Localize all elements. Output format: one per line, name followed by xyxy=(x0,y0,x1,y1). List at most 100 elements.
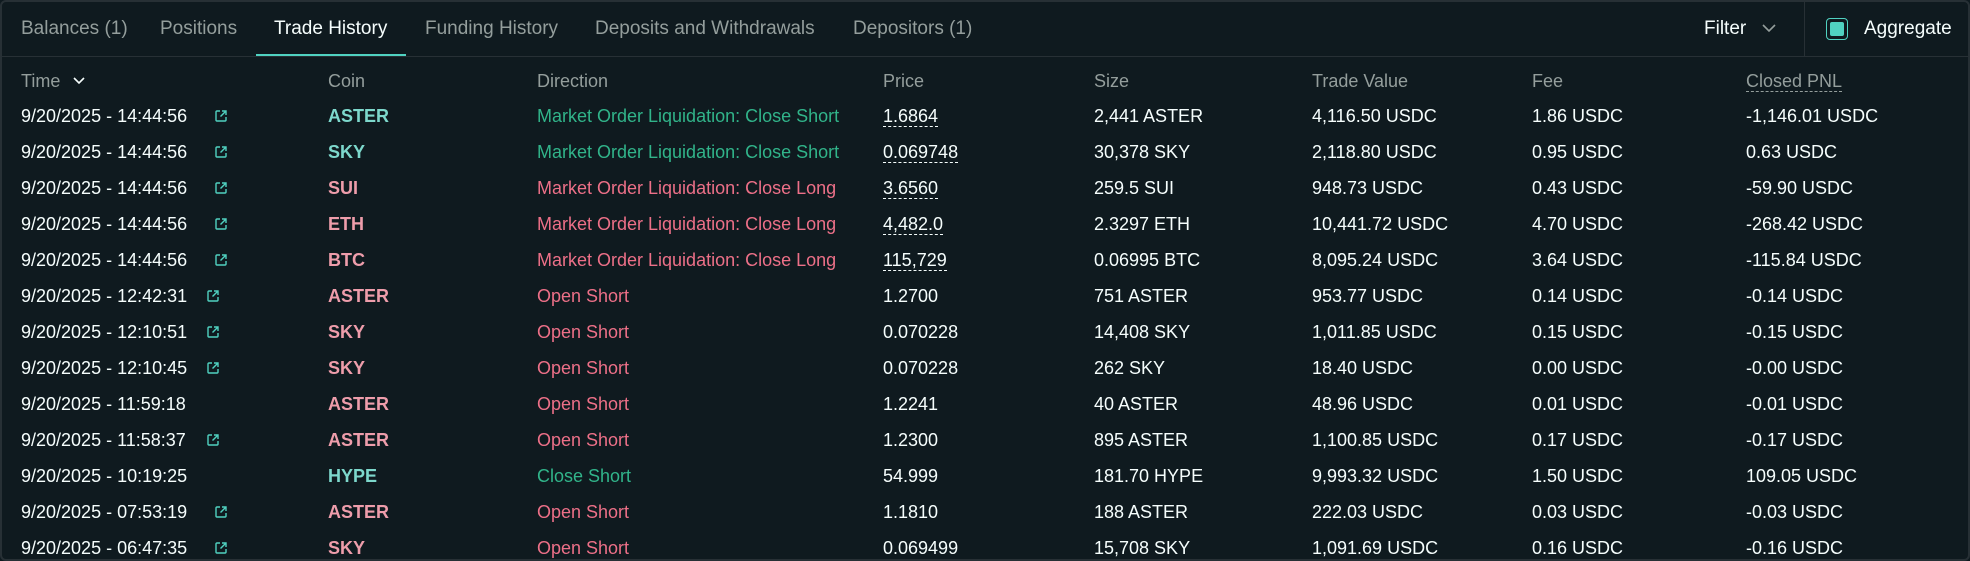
aggregate-label: Aggregate xyxy=(1864,18,1952,39)
filter-dropdown[interactable]: Filter xyxy=(1704,18,1747,39)
size-cell: 751 ASTER xyxy=(1094,286,1189,306)
table-row[interactable]: 9/20/2025 - 12:42:31 ASTER Open Short 1.270… xyxy=(2,278,1968,314)
fee-cell: 1.86 USDC xyxy=(1532,106,1624,126)
coin-cell[interactable]: SKY xyxy=(328,142,366,162)
tab-funding-history[interactable]: Funding History xyxy=(425,18,559,39)
external-link-icon[interactable] xyxy=(205,288,221,304)
direction-cell: Open Short xyxy=(537,430,630,450)
price-cell[interactable]: 3.6560 xyxy=(883,170,939,206)
sort-chevron-icon[interactable] xyxy=(72,76,86,86)
closed-pnl-cell: 109.05 USDC xyxy=(1746,466,1858,486)
price-value: 115,729 xyxy=(883,250,947,271)
tab-depositors[interactable]: Depositors (1) xyxy=(853,18,973,39)
external-link-icon[interactable] xyxy=(205,360,221,376)
fee-cell: 0.95 USDC xyxy=(1532,142,1624,162)
time-cell: 9/20/2025 - 06:47:35 xyxy=(21,538,188,558)
table-row[interactable]: 9/20/2025 - 10:19:25 HYPE Close Short 54.99… xyxy=(2,458,1968,494)
table-row[interactable]: 9/20/2025 - 11:58:37 ASTER Open Short 1.230… xyxy=(2,422,1968,458)
price-value: 1.2241 xyxy=(883,394,939,414)
table-row[interactable]: 9/20/2025 - 07:53:19 ASTER Open Short 1.181… xyxy=(2,494,1968,530)
column-header-price: Price xyxy=(883,71,925,91)
table-row[interactable]: 9/20/2025 - 12:10:45 SKY Open Short 0.07022… xyxy=(2,350,1968,386)
external-link-icon[interactable] xyxy=(213,108,229,124)
closed-pnl-cell: -0.00 USDC xyxy=(1746,358,1844,378)
external-link-icon[interactable] xyxy=(213,180,229,196)
external-link-icon[interactable] xyxy=(213,252,229,268)
closed-pnl-cell: -1,146.01 USDC xyxy=(1746,106,1879,126)
trade-value-cell: 222.03 USDC xyxy=(1312,502,1424,522)
active-tab-indicator xyxy=(256,54,406,56)
price-cell: 1.2700 xyxy=(883,278,938,314)
coin-cell[interactable]: SKY xyxy=(328,358,366,378)
coin-cell[interactable]: ASTER xyxy=(328,394,390,414)
coin-cell[interactable]: ASTER xyxy=(328,106,390,126)
closed-pnl-cell: -0.01 USDC xyxy=(1746,394,1844,414)
price-cell[interactable]: 115,729 xyxy=(883,242,947,278)
tab-positions[interactable]: Positions xyxy=(160,18,238,39)
closed-pnl-cell: -115.84 USDC xyxy=(1746,250,1862,270)
trade-value-cell: 18.40 USDC xyxy=(1312,358,1414,378)
fee-cell: 0.17 USDC xyxy=(1532,430,1624,450)
direction-cell: Close Short xyxy=(537,466,632,486)
column-header-fee: Fee xyxy=(1532,71,1564,91)
fee-cell: 0.01 USDC xyxy=(1532,394,1624,414)
trade-value-cell: 1,091.69 USDC xyxy=(1312,538,1439,558)
price-cell: 0.070228 xyxy=(883,314,958,350)
closed-pnl-cell: -59.90 USDC xyxy=(1746,178,1854,198)
tab-deposits-withdrawals[interactable]: Deposits and Withdrawals xyxy=(595,18,815,39)
coin-cell[interactable]: HYPE xyxy=(328,466,378,486)
tab-trade-history[interactable]: Trade History xyxy=(274,18,388,39)
direction-cell: Open Short xyxy=(537,502,630,522)
external-link-icon[interactable] xyxy=(213,216,229,232)
price-cell[interactable]: 0.069748 xyxy=(883,134,959,170)
checkbox-checked-indicator xyxy=(1830,22,1844,36)
coin-cell[interactable]: BTC xyxy=(328,250,365,270)
size-cell: 40 ASTER xyxy=(1094,394,1179,414)
closed-pnl-cell: -0.03 USDC xyxy=(1746,502,1844,522)
price-value: 1.2700 xyxy=(883,286,939,306)
size-cell: 15,708 SKY xyxy=(1094,538,1191,558)
aggregate-checkbox[interactable] xyxy=(1826,18,1848,40)
external-link-icon[interactable] xyxy=(205,432,221,448)
coin-cell[interactable]: ASTER xyxy=(328,430,390,450)
coin-cell[interactable]: ASTER xyxy=(328,286,390,306)
table-row[interactable]: 9/20/2025 - 14:44:56 SUI Market Order Liqu… xyxy=(2,170,1968,206)
trade-value-cell: 1,011.85 USDC xyxy=(1312,322,1437,342)
table-row[interactable]: 9/20/2025 - 14:44:56 BTC Market Order Liqu… xyxy=(2,242,1968,278)
direction-cell: Open Short xyxy=(537,538,630,558)
table-row[interactable]: 9/20/2025 - 11:59:18 ASTER Open Short 1.224… xyxy=(2,386,1968,422)
coin-cell[interactable]: SKY xyxy=(328,322,366,342)
size-cell: 0.06995 BTC xyxy=(1094,250,1201,270)
external-link-icon[interactable] xyxy=(213,540,229,556)
price-cell: 1.2300 xyxy=(883,422,938,458)
external-link-icon[interactable] xyxy=(213,504,229,520)
price-cell[interactable]: 1.6864 xyxy=(883,98,939,134)
table-row[interactable]: 9/20/2025 - 06:47:35 SKY Open Short 0.06949… xyxy=(2,530,1968,559)
table-row[interactable]: 9/20/2025 - 14:44:56 ETH Market Order Liqu… xyxy=(2,206,1968,242)
table-row[interactable]: 9/20/2025 - 14:44:56 SKY Market Order Liqu… xyxy=(2,134,1968,170)
trade-value-cell: 953.77 USDC xyxy=(1312,286,1424,306)
table-row[interactable]: 9/20/2025 - 12:10:51 SKY Open Short 0.07022… xyxy=(2,314,1968,350)
table-row[interactable]: 9/20/2025 - 14:44:56 ASTER Market Order Li… xyxy=(2,98,1968,134)
trade-value-cell: 1,100.85 USDC xyxy=(1312,430,1439,450)
price-cell: 0.069499 xyxy=(883,530,958,559)
external-link-icon[interactable] xyxy=(213,144,229,160)
price-cell[interactable]: 4,482.0 xyxy=(883,206,944,242)
coin-cell[interactable]: SKY xyxy=(328,538,366,558)
time-cell: 9/20/2025 - 11:58:37 xyxy=(21,430,186,450)
chevron-down-icon[interactable] xyxy=(1761,23,1777,33)
price-value: 4,482.0 xyxy=(883,214,944,235)
column-header-closed-pnl[interactable]: Closed PNL xyxy=(1746,68,1843,94)
external-link-icon[interactable] xyxy=(205,324,221,340)
column-header-coin: Coin xyxy=(328,71,366,91)
closed-pnl-cell: -268.42 USDC xyxy=(1746,214,1864,234)
coin-cell[interactable]: SUI xyxy=(328,178,359,198)
coin-cell[interactable]: ASTER xyxy=(328,502,390,522)
price-value: 0.069748 xyxy=(883,142,959,163)
tab-balances[interactable]: Balances (1) xyxy=(21,18,128,39)
direction-cell: Market Order Liquidation: Close Short xyxy=(537,142,840,162)
coin-cell[interactable]: ETH xyxy=(328,214,364,234)
column-header-time[interactable]: Time xyxy=(21,71,61,91)
size-cell: 895 ASTER xyxy=(1094,430,1189,450)
closed-pnl-cell: -0.16 USDC xyxy=(1746,538,1844,558)
